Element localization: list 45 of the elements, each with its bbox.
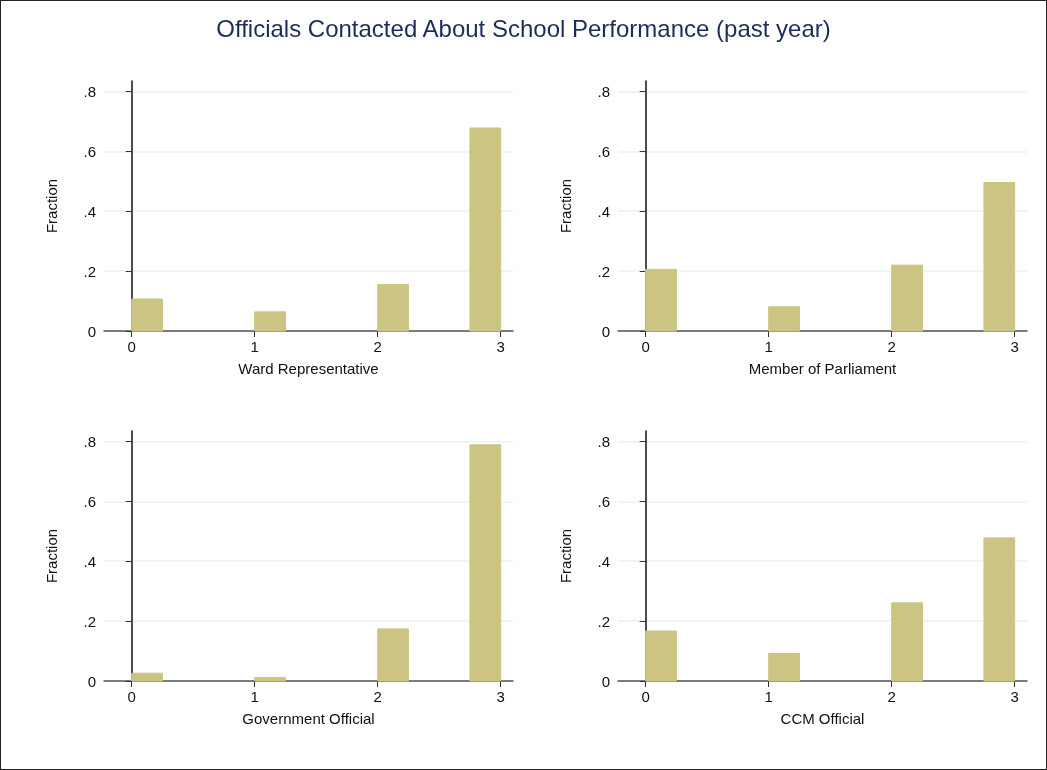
- y-tick-label: .4: [83, 202, 96, 220]
- y-tick-label: .2: [83, 262, 96, 280]
- x-tick-label: 2: [887, 688, 896, 705]
- y-tick-label: .2: [597, 262, 610, 280]
- x-tick-label: 0: [641, 688, 650, 705]
- x-tick-label: 3: [496, 688, 505, 705]
- y-tick-label: .8: [597, 432, 610, 450]
- y-tick-label: 0: [601, 672, 610, 690]
- y-tick-label: .4: [83, 552, 96, 570]
- y-axis-title: Fraction: [43, 528, 60, 584]
- y-tick-label: .6: [83, 142, 96, 160]
- x-tick-label: 3: [496, 338, 505, 355]
- x-axis-title: Member of Parliament: [748, 360, 898, 377]
- x-tick-label: 1: [764, 688, 773, 705]
- x-tick-label: 2: [887, 338, 896, 355]
- y-tick-label: 0: [601, 322, 610, 340]
- y-tick-label: 0: [87, 322, 96, 340]
- x-axis-title: Government Official: [242, 710, 375, 727]
- x-tick-label: 1: [764, 338, 773, 355]
- x-tick-label: 2: [373, 688, 382, 705]
- y-tick-label: 0: [87, 672, 96, 690]
- x-tick-label: 0: [127, 688, 136, 705]
- y-tick-label: .8: [83, 432, 96, 450]
- y-tick-label: .6: [597, 142, 610, 160]
- y-tick-label: .4: [597, 202, 610, 220]
- x-tick-label: 0: [127, 338, 136, 355]
- x-axis-title: Ward Representative: [238, 360, 379, 377]
- x-tick-label: 0: [641, 338, 650, 355]
- y-tick-label: .8: [597, 82, 610, 100]
- y-axis-title: Fraction: [43, 178, 60, 234]
- x-tick-label: 1: [250, 338, 259, 355]
- x-tick-label: 3: [1010, 338, 1019, 355]
- y-tick-label: .6: [597, 492, 610, 510]
- x-tick-label: 2: [373, 338, 382, 355]
- y-tick-label: .8: [83, 82, 96, 100]
- y-tick-label: .2: [83, 612, 96, 630]
- y-tick-label: .6: [83, 492, 96, 510]
- y-axis-title: Fraction: [557, 178, 574, 234]
- y-tick-label: .2: [597, 612, 610, 630]
- x-tick-label: 3: [1010, 688, 1019, 705]
- y-tick-label: .4: [597, 552, 610, 570]
- x-tick-label: 1: [250, 688, 259, 705]
- x-axis-title: CCM Official: [780, 710, 865, 727]
- chart-title: Officials Contacted About School Performance (past year): [215, 15, 832, 43]
- y-axis-title: Fraction: [557, 528, 574, 584]
